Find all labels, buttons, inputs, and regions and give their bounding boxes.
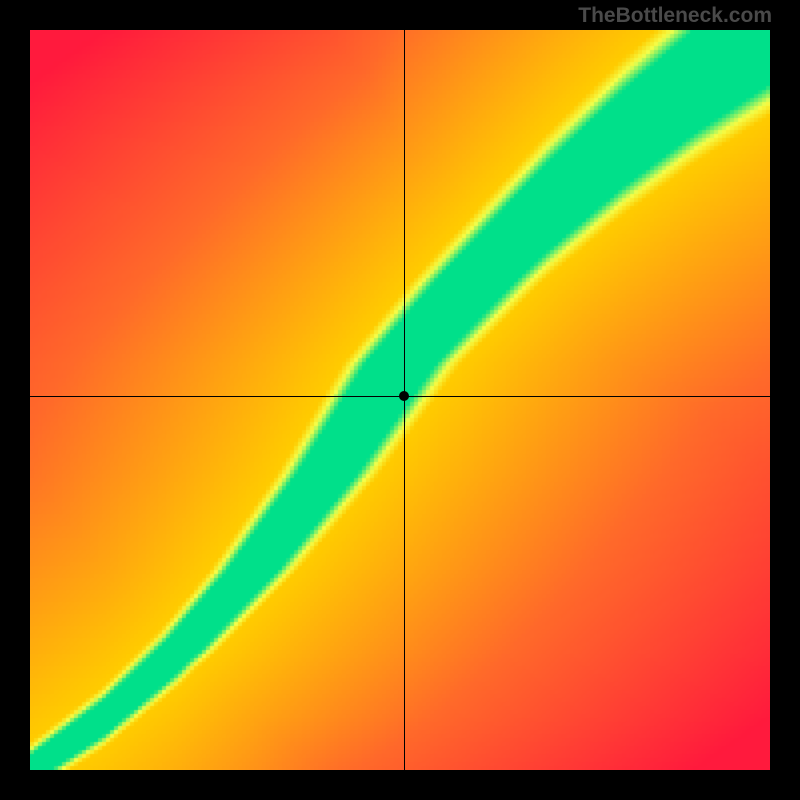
watermark-text: TheBottleneck.com [578,4,772,28]
heatmap-plot-area [30,30,770,770]
crosshair-marker [399,391,409,401]
